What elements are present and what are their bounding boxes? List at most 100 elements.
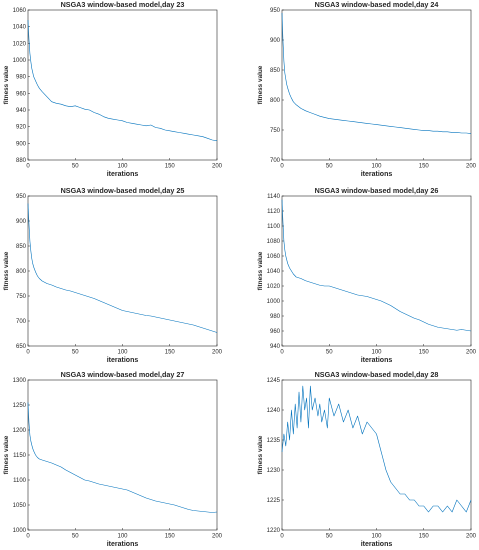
x-tick-label: 150 xyxy=(165,164,176,170)
y-tick-label: 1120 xyxy=(267,209,281,215)
y-tick-label: 940 xyxy=(270,344,281,350)
plot-area xyxy=(27,9,218,161)
subplot: NSGA3 window-based model,day 26 0 50 100 150… xyxy=(257,186,477,364)
x-tick-label: 200 xyxy=(466,534,477,540)
y-axis-label: fitness value xyxy=(257,65,264,104)
y-tick-label: 900 xyxy=(16,141,27,147)
x-tick-label: 150 xyxy=(419,534,430,540)
y-tick-label: 960 xyxy=(270,329,281,335)
y-tick-label: 1220 xyxy=(267,528,281,534)
x-tick-label: 200 xyxy=(212,164,223,170)
y-tick-label: 1060 xyxy=(267,254,281,260)
y-tick-label: 1230 xyxy=(267,468,281,474)
x-axis-label: iterations xyxy=(361,541,393,548)
x-tick-label: 150 xyxy=(419,164,430,170)
y-tick-label: 920 xyxy=(16,125,27,131)
y-tick-label: 800 xyxy=(16,269,27,275)
subplot: NSGA3 window-based model,day 24 0 50 100 150… xyxy=(257,0,477,178)
chart-title: NSGA3 window-based model,day 26 xyxy=(315,186,439,195)
chart-title: NSGA3 window-based model,day 25 xyxy=(61,186,185,195)
y-tick-label: 960 xyxy=(16,91,27,97)
x-tick-label: 0 xyxy=(280,350,284,356)
y-tick-label: 900 xyxy=(16,219,27,225)
subplot: NSGA3 window-based model,day 27 0 50 100 150… xyxy=(3,370,223,548)
x-tick-label: 50 xyxy=(326,350,333,356)
y-tick-label: 1040 xyxy=(13,25,27,31)
x-tick-label: 50 xyxy=(72,534,79,540)
x-tick-label: 50 xyxy=(72,164,79,170)
y-tick-label: 1100 xyxy=(267,224,281,230)
y-tick-label: 1245 xyxy=(267,378,281,384)
y-tick-label: 1050 xyxy=(13,503,27,509)
y-tick-label: 750 xyxy=(270,128,281,134)
y-tick-label: 1060 xyxy=(13,8,27,14)
y-tick-label: 950 xyxy=(270,8,281,14)
y-tick-label: 1225 xyxy=(267,498,281,504)
y-tick-label: 1040 xyxy=(267,269,281,275)
chart-title: NSGA3 window-based model,day 28 xyxy=(315,370,439,379)
subplot: NSGA3 window-based model,day 23 0 50 100 150… xyxy=(3,0,223,178)
y-tick-label: 940 xyxy=(16,108,27,114)
y-tick-label: 1100 xyxy=(13,478,27,484)
x-tick-label: 150 xyxy=(165,534,176,540)
x-axis-label: iterations xyxy=(361,171,393,178)
y-tick-label: 1250 xyxy=(13,403,27,409)
x-tick-label: 100 xyxy=(371,350,382,356)
plot-area xyxy=(281,379,472,531)
y-tick-label: 1240 xyxy=(267,408,281,414)
y-tick-label: 800 xyxy=(270,98,281,104)
x-tick-label: 0 xyxy=(26,534,30,540)
y-axis-label: fitness value xyxy=(257,251,264,290)
y-tick-label: 1300 xyxy=(13,378,27,384)
x-tick-label: 50 xyxy=(326,164,333,170)
x-axis-label: iterations xyxy=(107,171,139,178)
x-tick-label: 0 xyxy=(26,164,30,170)
x-tick-label: 150 xyxy=(165,350,176,356)
y-tick-label: 1000 xyxy=(13,58,27,64)
plot-area xyxy=(27,379,218,531)
series-line xyxy=(281,385,472,513)
y-tick-label: 700 xyxy=(16,319,27,325)
x-tick-label: 50 xyxy=(72,350,79,356)
y-tick-label: 980 xyxy=(270,314,281,320)
y-tick-label: 750 xyxy=(16,294,27,300)
y-tick-label: 1020 xyxy=(13,41,27,47)
y-tick-label: 1000 xyxy=(267,299,281,305)
x-tick-label: 150 xyxy=(419,350,430,356)
plot-area xyxy=(27,195,218,347)
y-tick-label: 1200 xyxy=(13,428,27,434)
y-tick-label: 1140 xyxy=(267,194,281,200)
y-tick-label: 650 xyxy=(16,344,27,350)
y-tick-label: 950 xyxy=(16,194,27,200)
x-tick-label: 200 xyxy=(212,534,223,540)
x-tick-label: 100 xyxy=(117,350,128,356)
x-tick-label: 100 xyxy=(371,164,382,170)
x-tick-label: 0 xyxy=(280,164,284,170)
y-tick-label: 850 xyxy=(16,244,27,250)
series-line xyxy=(281,199,472,332)
y-tick-label: 700 xyxy=(270,158,281,164)
y-axis-label: fitness value xyxy=(3,65,10,104)
series-line xyxy=(27,402,218,513)
x-tick-label: 100 xyxy=(117,534,128,540)
y-tick-label: 1235 xyxy=(267,438,281,444)
y-tick-label: 980 xyxy=(16,75,27,81)
y-tick-label: 900 xyxy=(270,38,281,44)
x-tick-label: 0 xyxy=(26,350,30,356)
plot-area xyxy=(281,9,472,161)
y-tick-label: 1020 xyxy=(267,284,281,290)
plot-area xyxy=(281,195,472,347)
chart-title: NSGA3 window-based model,day 23 xyxy=(61,0,185,9)
y-axis-label: fitness value xyxy=(3,435,10,474)
x-axis-label: iterations xyxy=(107,541,139,548)
x-tick-label: 0 xyxy=(280,534,284,540)
y-axis-label: fitness value xyxy=(3,251,10,290)
chart-title: NSGA3 window-based model,day 24 xyxy=(315,0,439,9)
x-tick-label: 50 xyxy=(326,534,333,540)
chart-title: NSGA3 window-based model,day 27 xyxy=(61,370,185,379)
series-line xyxy=(27,203,218,333)
x-tick-label: 100 xyxy=(117,164,128,170)
subplot: NSGA3 window-based model,day 28 0 50 100 150… xyxy=(257,370,477,548)
y-tick-label: 1150 xyxy=(13,453,27,459)
